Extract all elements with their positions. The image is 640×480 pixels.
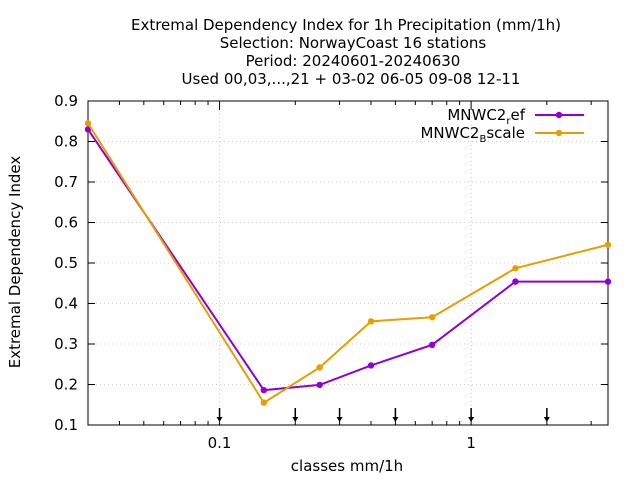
chart-title-line-4: Used 00,03,...,21 + 03-02 06-05 09-08 12… — [182, 70, 521, 88]
x-tick-label: 0.1 — [208, 434, 232, 452]
class-marker-arrow — [543, 417, 550, 422]
series-2-point — [84, 120, 92, 127]
series-2-point — [367, 318, 375, 325]
legend-label-2: MNWC2Bscale — [420, 124, 525, 145]
x-tick-label: 1 — [466, 434, 476, 452]
series-1-point — [84, 126, 92, 133]
series-line-1 — [87, 128, 608, 392]
chart-title-block: Extremal Dependency Index for 1h Precipi… — [131, 16, 561, 88]
chart-title-line-2: Selection: NorwayCoast 16 stations — [220, 34, 487, 52]
series-2-point — [316, 364, 323, 371]
x-axis-ticks: 0.1 1 — [118, 101, 592, 452]
y-tick-label: 0.3 — [54, 335, 78, 353]
series-1-point — [316, 381, 323, 389]
series-layer — [84, 120, 612, 406]
chart-title-line-3: Period: 20240601-20240630 — [246, 52, 461, 70]
series-1-point — [604, 278, 612, 285]
y-tick-label: 0.5 — [54, 254, 78, 272]
class-marker-arrow — [336, 417, 343, 422]
y-tick-label: 0.9 — [54, 92, 78, 110]
chart-title-line-1: Extremal Dependency Index for 1h Precipi… — [131, 16, 561, 34]
series-1-point — [428, 341, 436, 349]
series-2-point — [260, 399, 268, 406]
y-tick-label: 0.7 — [54, 173, 78, 191]
series-2-point — [604, 241, 612, 248]
y-tick-label: 0.6 — [54, 214, 78, 232]
series-2-point — [512, 265, 519, 272]
class-markers — [216, 408, 550, 422]
class-marker-arrow — [292, 417, 299, 422]
y-tick-label: 0.2 — [54, 376, 78, 394]
legend-label-1: MNWC2ref — [447, 106, 525, 127]
legend-marker-1 — [555, 111, 563, 119]
y-axis-label: Extremal Dependency Index — [6, 156, 24, 369]
y-tick-label: 0.4 — [54, 295, 78, 313]
class-marker-arrow — [468, 417, 475, 422]
class-marker-arrow — [392, 417, 399, 422]
y-tick-label: 0.1 — [54, 416, 78, 434]
x-axis-label: classes mm/1h — [291, 457, 403, 475]
series-1-point — [367, 362, 375, 369]
series-2-point — [428, 314, 436, 321]
series-1-point — [512, 278, 519, 285]
y-tick-label: 0.8 — [54, 133, 78, 151]
legend-marker-2 — [555, 129, 563, 137]
y-axis-ticks: 0.1 0.2 0.3 0.4 0.5 0.6 0.7 0.8 0.9 — [54, 92, 608, 434]
grid — [88, 101, 608, 425]
class-marker-arrow — [216, 417, 223, 422]
series-1-point — [260, 386, 268, 394]
